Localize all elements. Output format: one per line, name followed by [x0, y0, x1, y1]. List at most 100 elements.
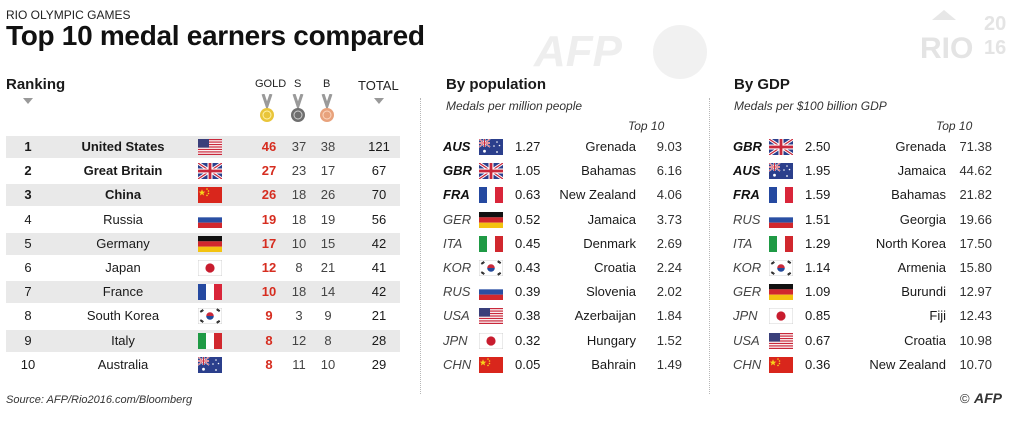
- top10-value: 19.66: [959, 212, 992, 227]
- silver-count: 3: [295, 308, 303, 323]
- top10-country: Croatia: [594, 260, 636, 275]
- total-count: 121: [368, 139, 390, 154]
- top10-country: Bahamas: [891, 187, 946, 202]
- country-name: Russia: [103, 212, 143, 227]
- bronze-medal-icon: [320, 94, 334, 122]
- rank-number: 9: [24, 333, 32, 348]
- top10-value: 6.16: [656, 163, 682, 178]
- chn-flag-icon: [479, 357, 503, 373]
- gold-medal-icon: [260, 94, 274, 122]
- country-code: ITA: [733, 236, 753, 251]
- top10-country: Grenada: [895, 139, 946, 154]
- total-count: 56: [371, 212, 387, 227]
- ratio-value: 0.36: [805, 357, 831, 372]
- rank-number: 6: [24, 260, 32, 275]
- top10-country: Hungary: [586, 333, 636, 348]
- country-code: GER: [733, 284, 762, 299]
- bronze-count: 17: [320, 163, 336, 178]
- top10-value: 2.24: [656, 260, 682, 275]
- top10-country: New Zealand: [559, 187, 636, 202]
- top10-value: 10.98: [959, 333, 992, 348]
- country-name: China: [104, 187, 142, 202]
- kicker: RIO OLYMPIC GAMES: [6, 8, 131, 22]
- rio-watermark-text: RIO: [920, 32, 973, 64]
- gold-count: 9: [265, 308, 273, 323]
- ratio-value: 1.05: [515, 163, 541, 178]
- gdp-subtitle: Medals per $100 billion GDP: [734, 99, 887, 113]
- bronze-count: 19: [320, 212, 336, 227]
- country-code: RUS: [443, 284, 471, 299]
- country-name: Germany: [96, 236, 150, 251]
- total-count: 42: [371, 236, 387, 251]
- ranking-sort-caret-icon: [23, 98, 33, 104]
- ita-flag-icon: [198, 333, 222, 349]
- total-count: 21: [371, 308, 387, 323]
- bronze-count: 10: [320, 357, 336, 372]
- country-code: JPN: [443, 333, 468, 348]
- top10-value: 21.82: [959, 187, 992, 202]
- bronze-count: 38: [320, 139, 336, 154]
- ratio-value: 0.32: [515, 333, 541, 348]
- rus-flag-icon: [198, 212, 222, 228]
- aus-flag-icon: [769, 163, 793, 179]
- bronze-count: 26: [320, 187, 336, 202]
- top10-value: 2.69: [656, 236, 682, 251]
- top10-country: Grenada: [585, 139, 636, 154]
- rank-number: 7: [24, 284, 32, 299]
- country-name: United States: [81, 139, 165, 154]
- silver-count: 10: [291, 236, 307, 251]
- ratio-value: 1.14: [805, 260, 831, 275]
- silver-count: 18: [291, 212, 307, 227]
- country-code: CHN: [443, 357, 472, 372]
- country-code: CHN: [733, 357, 762, 372]
- ranking-heading: Ranking: [6, 76, 66, 93]
- aus-flag-icon: [198, 357, 222, 373]
- total-count: 28: [371, 333, 387, 348]
- ratio-value: 0.43: [515, 260, 541, 275]
- gold-count: 27: [261, 163, 277, 178]
- top10-country: Georgia: [899, 212, 946, 227]
- gold-count: 10: [261, 284, 277, 299]
- afp-watermark: AFP: [533, 25, 707, 79]
- rank-number: 5: [24, 236, 32, 251]
- fra-flag-icon: [198, 284, 222, 300]
- top10-country: Croatia: [904, 333, 946, 348]
- rus-flag-icon: [769, 212, 793, 228]
- bronze-count: 8: [324, 333, 332, 348]
- top10-country: Fiji: [929, 308, 946, 323]
- total-column-header: TOTAL: [358, 78, 399, 93]
- kor-flag-icon: [479, 260, 503, 276]
- total-count: 67: [371, 163, 387, 178]
- ita-flag-icon: [769, 236, 793, 252]
- ratio-value: 1.09: [805, 284, 831, 299]
- ratio-value: 1.51: [805, 212, 831, 227]
- usa-flag-icon: [198, 139, 222, 155]
- chn-flag-icon: [198, 187, 222, 203]
- gold-count: 19: [261, 212, 277, 227]
- silver-count: 18: [291, 187, 307, 202]
- gold-count: 46: [261, 139, 277, 154]
- top10-value: 44.62: [959, 163, 992, 178]
- silver-medal-icon: [291, 94, 305, 122]
- page-title: Top 10 medal earners compared: [6, 20, 425, 51]
- bronze-count: 15: [320, 236, 336, 251]
- gold-count: 12: [261, 260, 277, 275]
- section-divider-left: [420, 98, 421, 394]
- country-name: Italy: [111, 333, 135, 348]
- population-heading: By population: [446, 76, 546, 93]
- ger-flag-icon: [769, 284, 793, 300]
- fra-flag-icon: [769, 187, 793, 203]
- silver-count: 8: [295, 260, 303, 275]
- section-divider-right: [709, 98, 710, 394]
- bronze-column-header: B: [323, 78, 331, 90]
- ratio-value: 0.45: [515, 236, 541, 251]
- total-sort-caret-icon: [374, 98, 384, 104]
- rus-flag-icon: [479, 284, 503, 300]
- ger-flag-icon: [198, 236, 222, 252]
- top10-country: Burundi: [901, 284, 946, 299]
- gdp-heading: By GDP: [734, 76, 790, 93]
- top10-value: 3.73: [656, 212, 682, 227]
- usa-flag-icon: [769, 333, 793, 349]
- total-count: 41: [371, 260, 387, 275]
- top10-country: Bahrain: [591, 357, 636, 372]
